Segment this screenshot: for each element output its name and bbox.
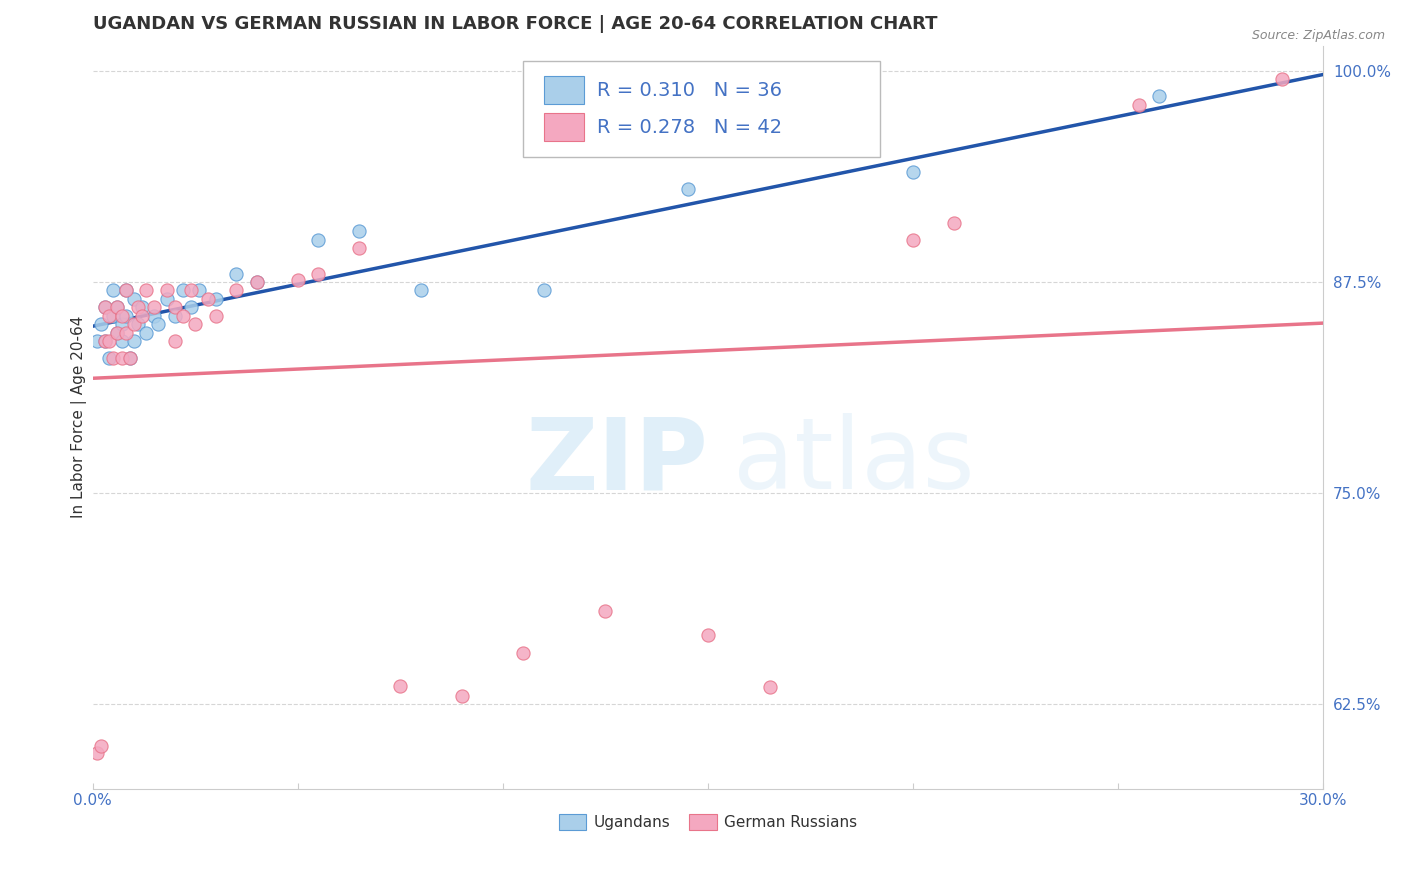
Point: [98, 309, 121, 323]
Point: [595, 604, 617, 618]
Point: [1147, 89, 1170, 103]
Point: [107, 301, 129, 315]
Point: [107, 326, 129, 340]
Text: UGANDAN VS GERMAN RUSSIAN IN LABOR FORCE | AGE 20-64 CORRELATION CHART: UGANDAN VS GERMAN RUSSIAN IN LABOR FORCE…: [93, 15, 938, 33]
Point: [676, 182, 699, 196]
Point: [110, 317, 132, 331]
Point: [131, 309, 153, 323]
Point: [180, 301, 202, 315]
Point: [172, 309, 194, 323]
Point: [107, 326, 129, 340]
Point: [103, 351, 125, 365]
Point: [143, 301, 166, 315]
Text: Source: ZipAtlas.com: Source: ZipAtlas.com: [1251, 29, 1385, 42]
Point: [86, 334, 108, 348]
Point: [205, 309, 228, 323]
Point: [90, 739, 112, 754]
Text: R = 0.278   N = 42: R = 0.278 N = 42: [598, 118, 782, 136]
Point: [110, 309, 132, 323]
Point: [118, 351, 141, 365]
Point: [512, 647, 534, 661]
Point: [533, 284, 555, 298]
Point: [307, 233, 329, 247]
Point: [107, 301, 129, 315]
Point: [103, 309, 125, 323]
Point: [1128, 97, 1150, 112]
Point: [697, 628, 720, 642]
Point: [163, 334, 186, 348]
Point: [135, 326, 157, 340]
Point: [246, 275, 269, 289]
Y-axis label: In Labor Force | Age 20-64: In Labor Force | Age 20-64: [72, 316, 87, 518]
Point: [172, 284, 194, 298]
Point: [287, 273, 309, 287]
Point: [90, 317, 112, 331]
Point: [758, 680, 780, 694]
Point: [122, 292, 145, 306]
Point: [225, 267, 247, 281]
Point: [122, 334, 145, 348]
Point: [114, 284, 136, 298]
Point: [409, 284, 432, 298]
Point: [901, 165, 924, 179]
Legend: Ugandans, German Russians: Ugandans, German Russians: [553, 808, 863, 837]
Point: [118, 351, 141, 365]
Point: [98, 351, 121, 365]
Point: [94, 334, 117, 348]
Text: ZIP: ZIP: [526, 413, 709, 510]
Bar: [544, 76, 583, 104]
Point: [163, 301, 186, 315]
Point: [148, 317, 170, 331]
Point: [349, 224, 371, 238]
Point: [901, 233, 924, 247]
Point: [110, 334, 132, 348]
Point: [122, 317, 145, 331]
Bar: [544, 113, 583, 142]
Text: atlas: atlas: [733, 413, 974, 510]
Point: [94, 301, 117, 315]
Point: [114, 284, 136, 298]
Point: [205, 292, 228, 306]
Point: [389, 679, 412, 693]
Point: [127, 301, 149, 315]
Point: [114, 309, 136, 323]
FancyBboxPatch shape: [523, 61, 880, 157]
Point: [451, 689, 474, 703]
Point: [156, 284, 179, 298]
Point: [184, 317, 207, 331]
Text: R = 0.310   N = 36: R = 0.310 N = 36: [598, 81, 782, 100]
Point: [156, 292, 179, 306]
Point: [114, 326, 136, 340]
Point: [246, 275, 269, 289]
Point: [188, 284, 211, 298]
Point: [127, 317, 149, 331]
Point: [1271, 72, 1294, 87]
Point: [135, 284, 157, 298]
Point: [86, 746, 108, 760]
Point: [307, 267, 329, 281]
Point: [197, 292, 219, 306]
Point: [163, 309, 186, 323]
Point: [103, 284, 125, 298]
Point: [349, 241, 371, 255]
Point: [110, 351, 132, 365]
Point: [943, 216, 966, 230]
Point: [94, 334, 117, 348]
Point: [94, 301, 117, 315]
Point: [131, 301, 153, 315]
Point: [225, 284, 247, 298]
Point: [98, 334, 121, 348]
Point: [180, 284, 202, 298]
Point: [143, 309, 166, 323]
